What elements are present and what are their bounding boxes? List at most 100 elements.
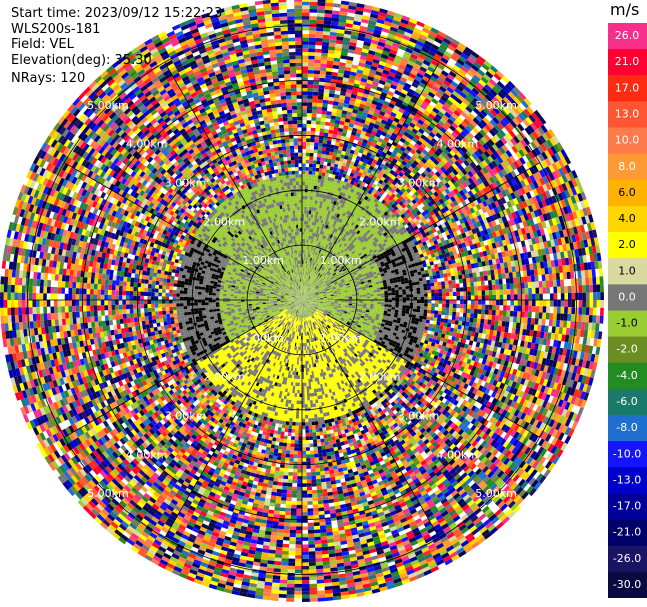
range-gate (308, 178, 311, 182)
range-gate (302, 271, 303, 275)
range-gate (568, 293, 572, 300)
range-gate (325, 75, 331, 79)
range-gate (482, 300, 486, 305)
range-gate (413, 288, 417, 291)
range-gate (392, 295, 396, 298)
range-gate (553, 287, 557, 294)
range-gate (600, 292, 604, 300)
range-gate (446, 296, 450, 300)
range-gate (431, 297, 435, 301)
range-gate (536, 300, 540, 306)
range-gate (402, 292, 406, 295)
range-gate (324, 129, 329, 133)
range-gate (457, 266, 461, 271)
range-gate (377, 294, 381, 296)
range-gate (302, 5, 310, 9)
range-gate (366, 293, 370, 295)
range-gate (549, 274, 553, 281)
range-gate (581, 270, 585, 278)
range-gate (322, 143, 327, 147)
range-gate (460, 292, 464, 296)
range-gate (302, 23, 309, 27)
range-gate (406, 294, 410, 297)
range-gate (510, 283, 514, 289)
range-gate (399, 290, 403, 293)
range-gate (318, 175, 322, 179)
range-gate (302, 88, 308, 92)
range-gate (535, 281, 539, 287)
range-gate (302, 278, 303, 282)
range-gate (420, 290, 424, 293)
range-gate (590, 300, 594, 308)
range-gate (317, 13, 325, 17)
range-gate (495, 274, 499, 280)
range-gate (421, 303, 425, 306)
range-gate (302, 99, 307, 103)
range-gate (349, 296, 353, 298)
range-gate (381, 294, 385, 296)
range-gate (313, 88, 319, 92)
range-gate (308, 84, 314, 88)
range-gate (306, 142, 310, 146)
range-gate (542, 274, 546, 281)
range-gate (460, 304, 464, 308)
range-gate (306, 153, 310, 157)
range-gate (413, 297, 417, 300)
range-gate (416, 288, 420, 291)
range-gate (446, 292, 450, 296)
range-gate (345, 298, 349, 299)
range-gate (572, 300, 576, 307)
range-gate (436, 274, 440, 278)
range-gate (308, 182, 311, 186)
range-gate (307, 102, 312, 106)
range-gate (413, 294, 417, 297)
range-gate (597, 292, 601, 300)
range-gate (510, 289, 514, 295)
range-gate (323, 100, 329, 104)
range-gate (599, 268, 603, 276)
range-gate (325, 122, 330, 126)
range-gate (324, 89, 330, 93)
range-gate (455, 275, 459, 280)
range-gate (302, 63, 308, 67)
range-gate (320, 121, 325, 125)
range-gate (517, 289, 521, 295)
range-gate (476, 272, 480, 277)
range-gate (424, 293, 428, 296)
range-gate (310, 149, 314, 153)
range-gate (494, 269, 498, 275)
range-gate (312, 99, 318, 103)
range-gate (377, 296, 381, 298)
range-gate (546, 287, 550, 294)
range-gate (438, 289, 442, 293)
range-gate (320, 63, 327, 67)
range-gate (424, 297, 428, 300)
range-gate (402, 289, 406, 292)
range-gate (465, 274, 469, 279)
range-gate (505, 273, 509, 279)
range-gate (483, 271, 487, 276)
range-gate (302, 156, 306, 160)
range-gate (327, 299, 331, 300)
range-gate (307, 92, 313, 96)
range-gate (471, 304, 475, 309)
range-gate (586, 285, 590, 293)
range-gate (309, 16, 317, 20)
range-gate (345, 301, 349, 302)
range-gate (588, 270, 592, 278)
range-gate (314, 150, 318, 154)
range-gate (359, 297, 363, 299)
range-gate (478, 286, 482, 291)
range-gate (474, 282, 478, 287)
range-gate (308, 185, 311, 189)
range-gate (314, 67, 320, 71)
range-gate (596, 284, 600, 292)
range-gate (435, 293, 439, 297)
range-gate (514, 289, 518, 295)
range-gate (302, 95, 307, 99)
range-gate (539, 281, 543, 288)
range-gate (307, 200, 310, 204)
range-gate (315, 42, 322, 46)
range-gate (317, 150, 321, 154)
range-gate (304, 207, 307, 211)
